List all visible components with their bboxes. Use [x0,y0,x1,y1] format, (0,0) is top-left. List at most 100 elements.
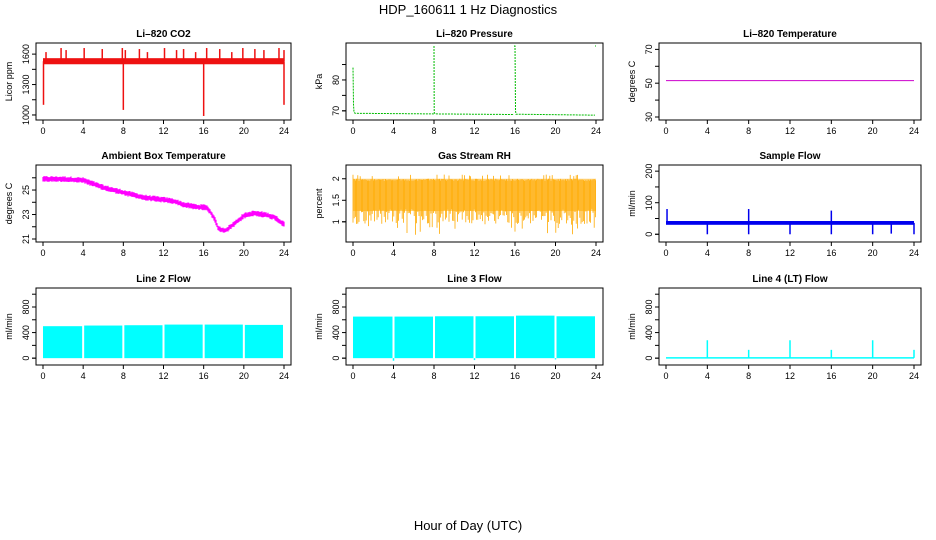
y-tick-label: 400 [331,325,341,340]
x-tick-label: 16 [199,126,209,136]
y-tick-label: 200 [644,164,654,179]
figure-x-axis-label: Hour of Day (UTC) [413,518,523,533]
chart-title: Line 3 Flow [447,274,502,285]
chart-title: Line 2 Flow [136,274,191,285]
x-tick-label: 16 [510,371,520,381]
data-block-3 [475,316,514,359]
plot-frame [35,42,292,121]
x-tick-label: 16 [826,371,836,381]
y-tick-label: 800 [21,299,31,314]
y-tick-label: 30 [644,112,654,122]
chart-panel-5: Sample Flow 0 4 8 12 16 20 24 0 100 200 ml/min [627,151,922,258]
data-line [42,176,285,233]
chart-series [353,315,595,361]
y-tick-label: 25 [21,185,31,195]
figure-title: HDP_160611 1 Hz Diagnostics [378,2,558,17]
x-tick-label: 0 [350,126,355,136]
x-tick-label: 20 [550,126,560,136]
x-tick-label: 16 [510,248,520,258]
x-tick-label: 16 [199,371,209,381]
chart-panel-3: Ambient Box Temperature 0 4 8 12 16 20 24 21 23 25… [4,151,292,258]
x-tick-label: 24 [591,248,601,258]
y-axis-label: kPa [314,74,324,90]
y-axis-label: ml/min [627,313,637,340]
chart-panel-2: Li–820 Temperature 0 4 8 12 16 20 24 30 50 70 degre… [627,29,922,136]
data-block-5 [556,316,595,359]
x-tick-label: 0 [40,126,45,136]
x-tick-label: 8 [431,371,436,381]
y-axis-label: percent [314,188,324,219]
data-segment-1 [433,45,514,116]
x-tick-label: 0 [663,371,668,381]
chart-series [666,209,915,235]
x-tick-label: 24 [909,126,919,136]
x-tick-label: 8 [121,248,126,258]
y-tick-label: 400 [644,325,654,340]
chart-panel-7: Line 3 Flow 0 4 8 12 16 20 24 0 400 800 ml/min [314,274,604,381]
data-block-3 [164,324,203,359]
data-block-0 [43,326,83,359]
x-tick-label: 4 [391,126,396,136]
plot-frame [345,42,604,121]
chart-panel-8: Line 4 (LT) Flow 0 4 8 12 16 20 24 0 400 800 ml/min [627,274,922,381]
y-axis-label: ml/min [314,313,324,340]
data-segment-2 [513,45,595,116]
x-tick-label: 20 [550,371,560,381]
x-tick-label: 24 [909,248,919,258]
y-tick-label: 800 [331,299,341,314]
x-tick-label: 20 [239,126,249,136]
y-tick-label: 400 [21,325,31,340]
x-tick-label: 4 [391,248,396,258]
x-tick-label: 12 [469,371,479,381]
x-tick-label: 0 [350,371,355,381]
data-block-1 [394,316,433,359]
x-tick-label: 4 [705,248,710,258]
x-tick-label: 4 [705,126,710,136]
x-tick-label: 12 [158,126,168,136]
y-tick-label: 21 [21,234,31,244]
chart-title: Sample Flow [759,151,820,162]
x-tick-label: 24 [591,126,601,136]
x-tick-label: 0 [663,248,668,258]
x-tick-label: 20 [868,248,878,258]
chart-panel-1: Li–820 Pressure 0 4 8 12 16 20 24 70 80 kPa [314,29,604,136]
plot-frame [658,42,922,121]
y-tick-label: 1000 [21,105,31,125]
data-block-5 [244,324,283,359]
x-tick-label: 24 [279,126,289,136]
x-tick-label: 0 [663,126,668,136]
x-tick-label: 0 [40,371,45,381]
x-tick-label: 24 [909,371,919,381]
y-axis-label: Licor ppm [4,62,14,102]
y-tick-label: 0 [331,356,341,361]
x-tick-label: 12 [469,126,479,136]
y-axis-label: degrees C [627,60,637,102]
chart-series [42,48,285,116]
chart-series [666,340,915,359]
x-tick-label: 8 [121,371,126,381]
x-tick-label: 4 [705,371,710,381]
data-block-4 [516,315,555,359]
chart-title: Li–820 CO2 [136,29,191,40]
y-tick-label: 70 [644,44,654,54]
y-tick-label: 23 [21,210,31,220]
chart-series [43,324,283,359]
x-tick-label: 16 [199,248,209,258]
x-tick-label: 0 [40,248,45,258]
chart-panel-0: Li–820 CO2 0 4 8 12 16 20 24 1000 1300 1600 Licor p… [4,29,292,136]
x-tick-label: 4 [391,371,396,381]
data-block-1 [84,325,123,359]
x-tick-label: 20 [239,371,249,381]
y-axis-label: ml/min [627,190,637,217]
x-tick-label: 12 [158,371,168,381]
chart-title: Li–820 Pressure [436,29,513,40]
x-tick-label: 20 [239,248,249,258]
x-tick-label: 8 [746,126,751,136]
x-tick-label: 12 [785,126,795,136]
x-tick-label: 12 [785,248,795,258]
chart-panel-6: Line 2 Flow 0 4 8 12 16 20 24 0 400 800 ml/min [4,274,292,381]
chart-title: Ambient Box Temperature [101,151,226,162]
x-tick-label: 16 [826,126,836,136]
x-tick-label: 16 [510,126,520,136]
